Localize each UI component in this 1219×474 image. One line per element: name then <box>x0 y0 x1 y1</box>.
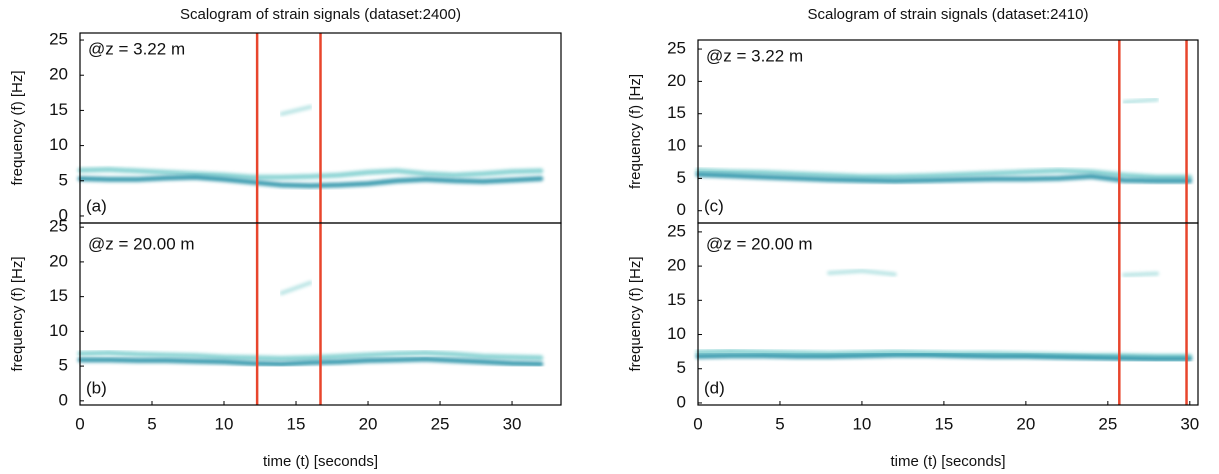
x-tick-label: 0 <box>75 414 84 433</box>
y-tick-label: 10 <box>49 135 68 154</box>
scalogram-ridge <box>695 168 1193 180</box>
annotation: @z = 3.22 m <box>706 46 803 65</box>
scalogram-ridge <box>695 172 1193 184</box>
y-tick-label: 5 <box>59 356 68 375</box>
y-tick-label: 15 <box>667 103 686 122</box>
y-tick-label: 10 <box>667 136 686 155</box>
scalogram-ridge <box>279 104 313 116</box>
scalogram-ridge <box>77 167 544 180</box>
y-tick-label: 0 <box>677 200 686 219</box>
chart-title: Scalogram of strain signals (dataset:241… <box>808 6 1089 23</box>
x-tick-label: 20 <box>1016 414 1035 433</box>
scalogram-ridge <box>77 350 544 361</box>
x-tick-label: 5 <box>147 414 156 433</box>
y-tick-label: 0 <box>59 390 68 409</box>
annotation: @z = 20.00 m <box>88 234 195 253</box>
panel-label: (d) <box>704 378 725 397</box>
x-axis-label: time (t) [seconds] <box>263 453 378 470</box>
y-tick-label: 20 <box>49 251 68 270</box>
y-tick-label: 20 <box>49 65 68 84</box>
y-axis-label: frequency (f) [Hz] <box>627 74 644 189</box>
scalogram-ridge <box>77 356 544 367</box>
x-tick-label: 15 <box>934 414 953 433</box>
y-tick-label: 15 <box>667 290 686 309</box>
x-tick-label: 5 <box>775 414 784 433</box>
scalogram-ridge <box>695 352 1193 362</box>
y-tick-label: 20 <box>667 256 686 275</box>
y-tick-label: 5 <box>677 168 686 187</box>
scalogram-ridge <box>827 268 1160 277</box>
y-tick-label: 10 <box>667 324 686 343</box>
panel-frame <box>697 39 1199 224</box>
x-tick-label: 30 <box>503 414 522 433</box>
x-tick-label: 10 <box>215 414 234 433</box>
y-tick-label: 0 <box>677 392 686 411</box>
chart-title: Scalogram of strain signals (dataset:240… <box>180 6 461 23</box>
y-tick-label: 20 <box>667 71 686 90</box>
panel-frame <box>697 222 1199 406</box>
panel-frame <box>79 222 562 406</box>
annotation: @z = 20.00 m <box>706 234 813 253</box>
y-axis-label: frequency (f) [Hz] <box>9 256 26 371</box>
x-tick-label: 25 <box>431 414 450 433</box>
y-tick-label: 15 <box>49 286 68 305</box>
annotation: @z = 3.22 m <box>88 39 185 58</box>
y-tick-label: 25 <box>667 39 686 58</box>
x-axis-label: time (t) [seconds] <box>890 453 1005 470</box>
y-axis-label: frequency (f) [Hz] <box>627 256 644 371</box>
x-tick-label: 20 <box>359 414 378 433</box>
scalogram-ridge <box>77 174 544 189</box>
y-axis-label: frequency (f) [Hz] <box>9 70 26 185</box>
panel-label: (a) <box>86 196 107 215</box>
y-tick-label: 5 <box>677 358 686 377</box>
x-tick-label: 30 <box>1180 414 1199 433</box>
x-tick-label: 25 <box>1098 414 1117 433</box>
panel-label: (b) <box>86 378 107 397</box>
y-tick-label: 5 <box>59 170 68 189</box>
x-tick-label: 15 <box>287 414 306 433</box>
x-tick-label: 0 <box>693 414 702 433</box>
y-tick-label: 15 <box>49 100 68 119</box>
y-tick-label: 25 <box>49 217 68 236</box>
panel-label: (c) <box>704 196 724 215</box>
scalogram-ridge <box>1122 97 1160 105</box>
x-tick-label: 10 <box>852 414 871 433</box>
scalogram-ridge <box>279 280 313 296</box>
y-tick-label: 0 <box>59 205 68 224</box>
y-tick-label: 25 <box>667 221 686 240</box>
y-tick-label: 25 <box>49 30 68 49</box>
y-tick-label: 10 <box>49 321 68 340</box>
